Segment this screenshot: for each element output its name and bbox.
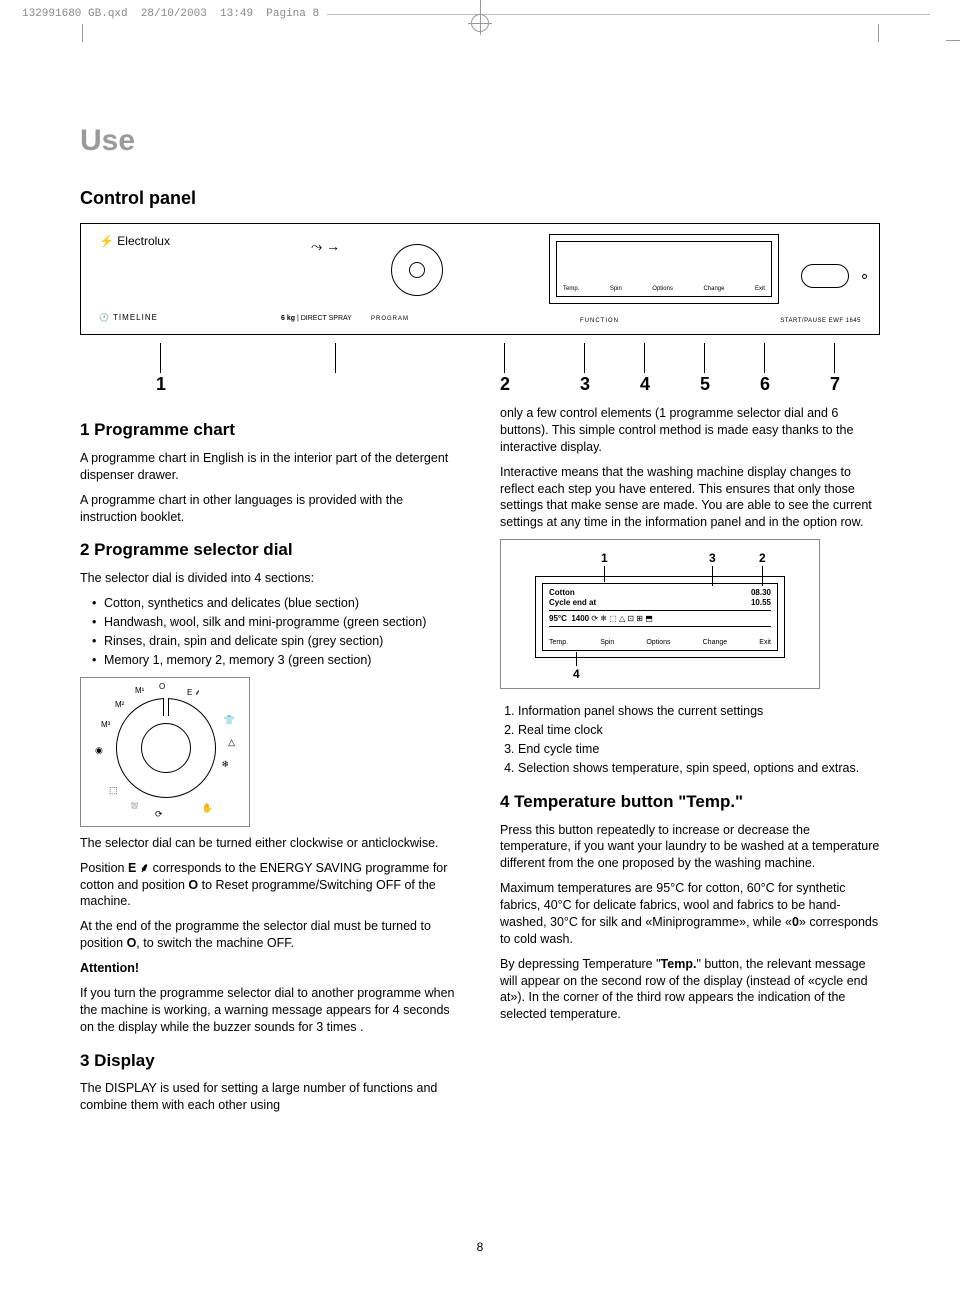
callout-7: 7	[830, 374, 840, 395]
dial-o-label: O	[159, 682, 165, 693]
section-control-panel: Control panel	[80, 188, 880, 209]
disp-call-1: 1	[601, 550, 608, 566]
callout-row: 1 2 3 4 5 6 7	[80, 343, 880, 395]
callout-5: 5	[700, 374, 710, 395]
disp-call-3: 3	[709, 550, 716, 566]
selector-sections-list: Cotton, synthetics and delicates (blue s…	[80, 595, 460, 669]
paragraph: A programme chart in English is in the i…	[80, 450, 460, 484]
attention-label: Attention!	[80, 960, 460, 977]
list-item: Information panel shows the current sett…	[518, 703, 880, 720]
wool-icon: ❄	[221, 758, 229, 770]
list-item: Rinses, drain, spin and delicate spin (g…	[92, 633, 460, 650]
start-button-graphic	[801, 264, 849, 288]
list-item: End cycle time	[518, 741, 880, 758]
right-column: only a few control elements (1 programme…	[500, 405, 880, 1122]
left-column: 1 Programme chart A programme chart in E…	[80, 405, 460, 1122]
disp-time2: 10.55	[751, 598, 771, 609]
paragraph: Interactive means that the washing machi…	[500, 464, 880, 532]
print-page: Pagina 8	[266, 8, 319, 20]
heading-temp-button: 4 Temperature button "Temp."	[500, 791, 880, 814]
disp-call-4: 4	[573, 666, 580, 682]
paragraph: At the end of the programme the selector…	[80, 918, 460, 952]
hand-icon: ✋	[202, 802, 213, 814]
print-rule	[327, 14, 930, 15]
paragraph: The selector dial is divided into 4 sect…	[80, 570, 460, 587]
paragraph: The DISPLAY is used for setting a large …	[80, 1080, 460, 1114]
list-item: Selection shows temperature, spin speed,…	[518, 760, 880, 777]
capacity-label: 6 kg | DIRECT SPRAY	[281, 315, 352, 322]
crop-register-top	[471, 14, 489, 32]
list-item: Handwash, wool, silk and mini-programme …	[92, 614, 460, 631]
drain-icon: ⬚	[109, 784, 118, 796]
control-panel-figure: ⚡ Electrolux 🕐 TIMELINE 6 kg | DIRECT SP…	[80, 223, 880, 335]
paragraph: The selector dial can be turned either c…	[80, 835, 460, 852]
paragraph: If you turn the programme selector dial …	[80, 985, 460, 1036]
panel-dial-graphic: PROGRAM	[371, 232, 463, 318]
two-column-body: 1 Programme chart A programme chart in E…	[80, 405, 880, 1122]
dial-m1-label: M¹	[135, 686, 144, 697]
paragraph: By depressing Temperature "Temp." button…	[500, 956, 880, 1024]
disp-cycle: Cycle end at	[549, 598, 596, 609]
disp-call-2: 2	[759, 550, 766, 566]
disp-icons: ⟳ ❄ ⬚ △ ⊡ ⊞ ⬒	[591, 614, 652, 623]
paragraph: Maximum temperatures are 95°C for cotton…	[500, 880, 880, 948]
page-number: 8	[477, 1240, 484, 1254]
list-item: Memory 1, memory 2, memory 3 (green sect…	[92, 652, 460, 669]
dial-m2-label: M²	[115, 700, 124, 711]
detergent-arrow-icon: ⤳ →	[311, 238, 340, 255]
dial-m3-label: M³	[101, 720, 110, 731]
list-item: Real time clock	[518, 722, 880, 739]
callout-3: 3	[580, 374, 590, 395]
page-content: Use Control panel ⚡ Electrolux 🕐 TIMELIN…	[80, 36, 880, 1272]
callout-1: 1	[156, 374, 166, 395]
paragraph: only a few control elements (1 programme…	[500, 405, 880, 456]
crop-mark	[946, 40, 960, 41]
paragraph: Press this button repeatedly to increase…	[500, 822, 880, 873]
paragraph: A programme chart in other languages is …	[80, 492, 460, 526]
dial-e-label: E ⸙	[187, 688, 201, 699]
display-figure: 1 3 2 4 Cotton 08.30 Cycle end at	[500, 539, 820, 689]
spin-icon: ⟳	[155, 808, 163, 820]
start-label: START/PAUSE EWF 1645	[780, 318, 861, 324]
callout-2: 2	[500, 374, 510, 395]
callout-4: 4	[640, 374, 650, 395]
brand-label: ⚡ Electrolux	[99, 234, 170, 248]
print-date: 28/10/2003	[141, 8, 207, 20]
heading-selector-dial: 2 Programme selector dial	[80, 539, 460, 562]
timeline-label: 🕐 TIMELINE	[99, 313, 158, 322]
function-label: FUNCTION	[580, 318, 619, 324]
list-item: Cotton, synthetics and delicates (blue s…	[92, 595, 460, 612]
spin2-icon: ◉	[95, 744, 103, 756]
panel-display-graphic: Temp. Spin Options Change Exit	[549, 234, 779, 304]
print-time: 13:49	[220, 8, 253, 20]
heading-display: 3 Display	[80, 1050, 460, 1073]
delicate-icon: △	[228, 736, 235, 748]
heading-programme-chart: 1 Programme chart	[80, 419, 460, 442]
page-title: Use	[80, 124, 880, 158]
shirt-icon: 👕	[224, 714, 235, 726]
rinse-icon: ⛆	[131, 800, 138, 812]
display-legend-list: Information panel shows the current sett…	[500, 703, 880, 777]
print-file: 132991680 GB.qxd	[22, 8, 128, 20]
paragraph: Position E ⸙ corresponds to the ENERGY S…	[80, 860, 460, 911]
callout-6: 6	[760, 374, 770, 395]
dial-figure: O M¹ M² M³ E ⸙ 👕 △ ❄ ✋ ⟳ ⛆ ⬚ ◉	[80, 677, 250, 827]
indicator-light-icon	[862, 274, 867, 279]
